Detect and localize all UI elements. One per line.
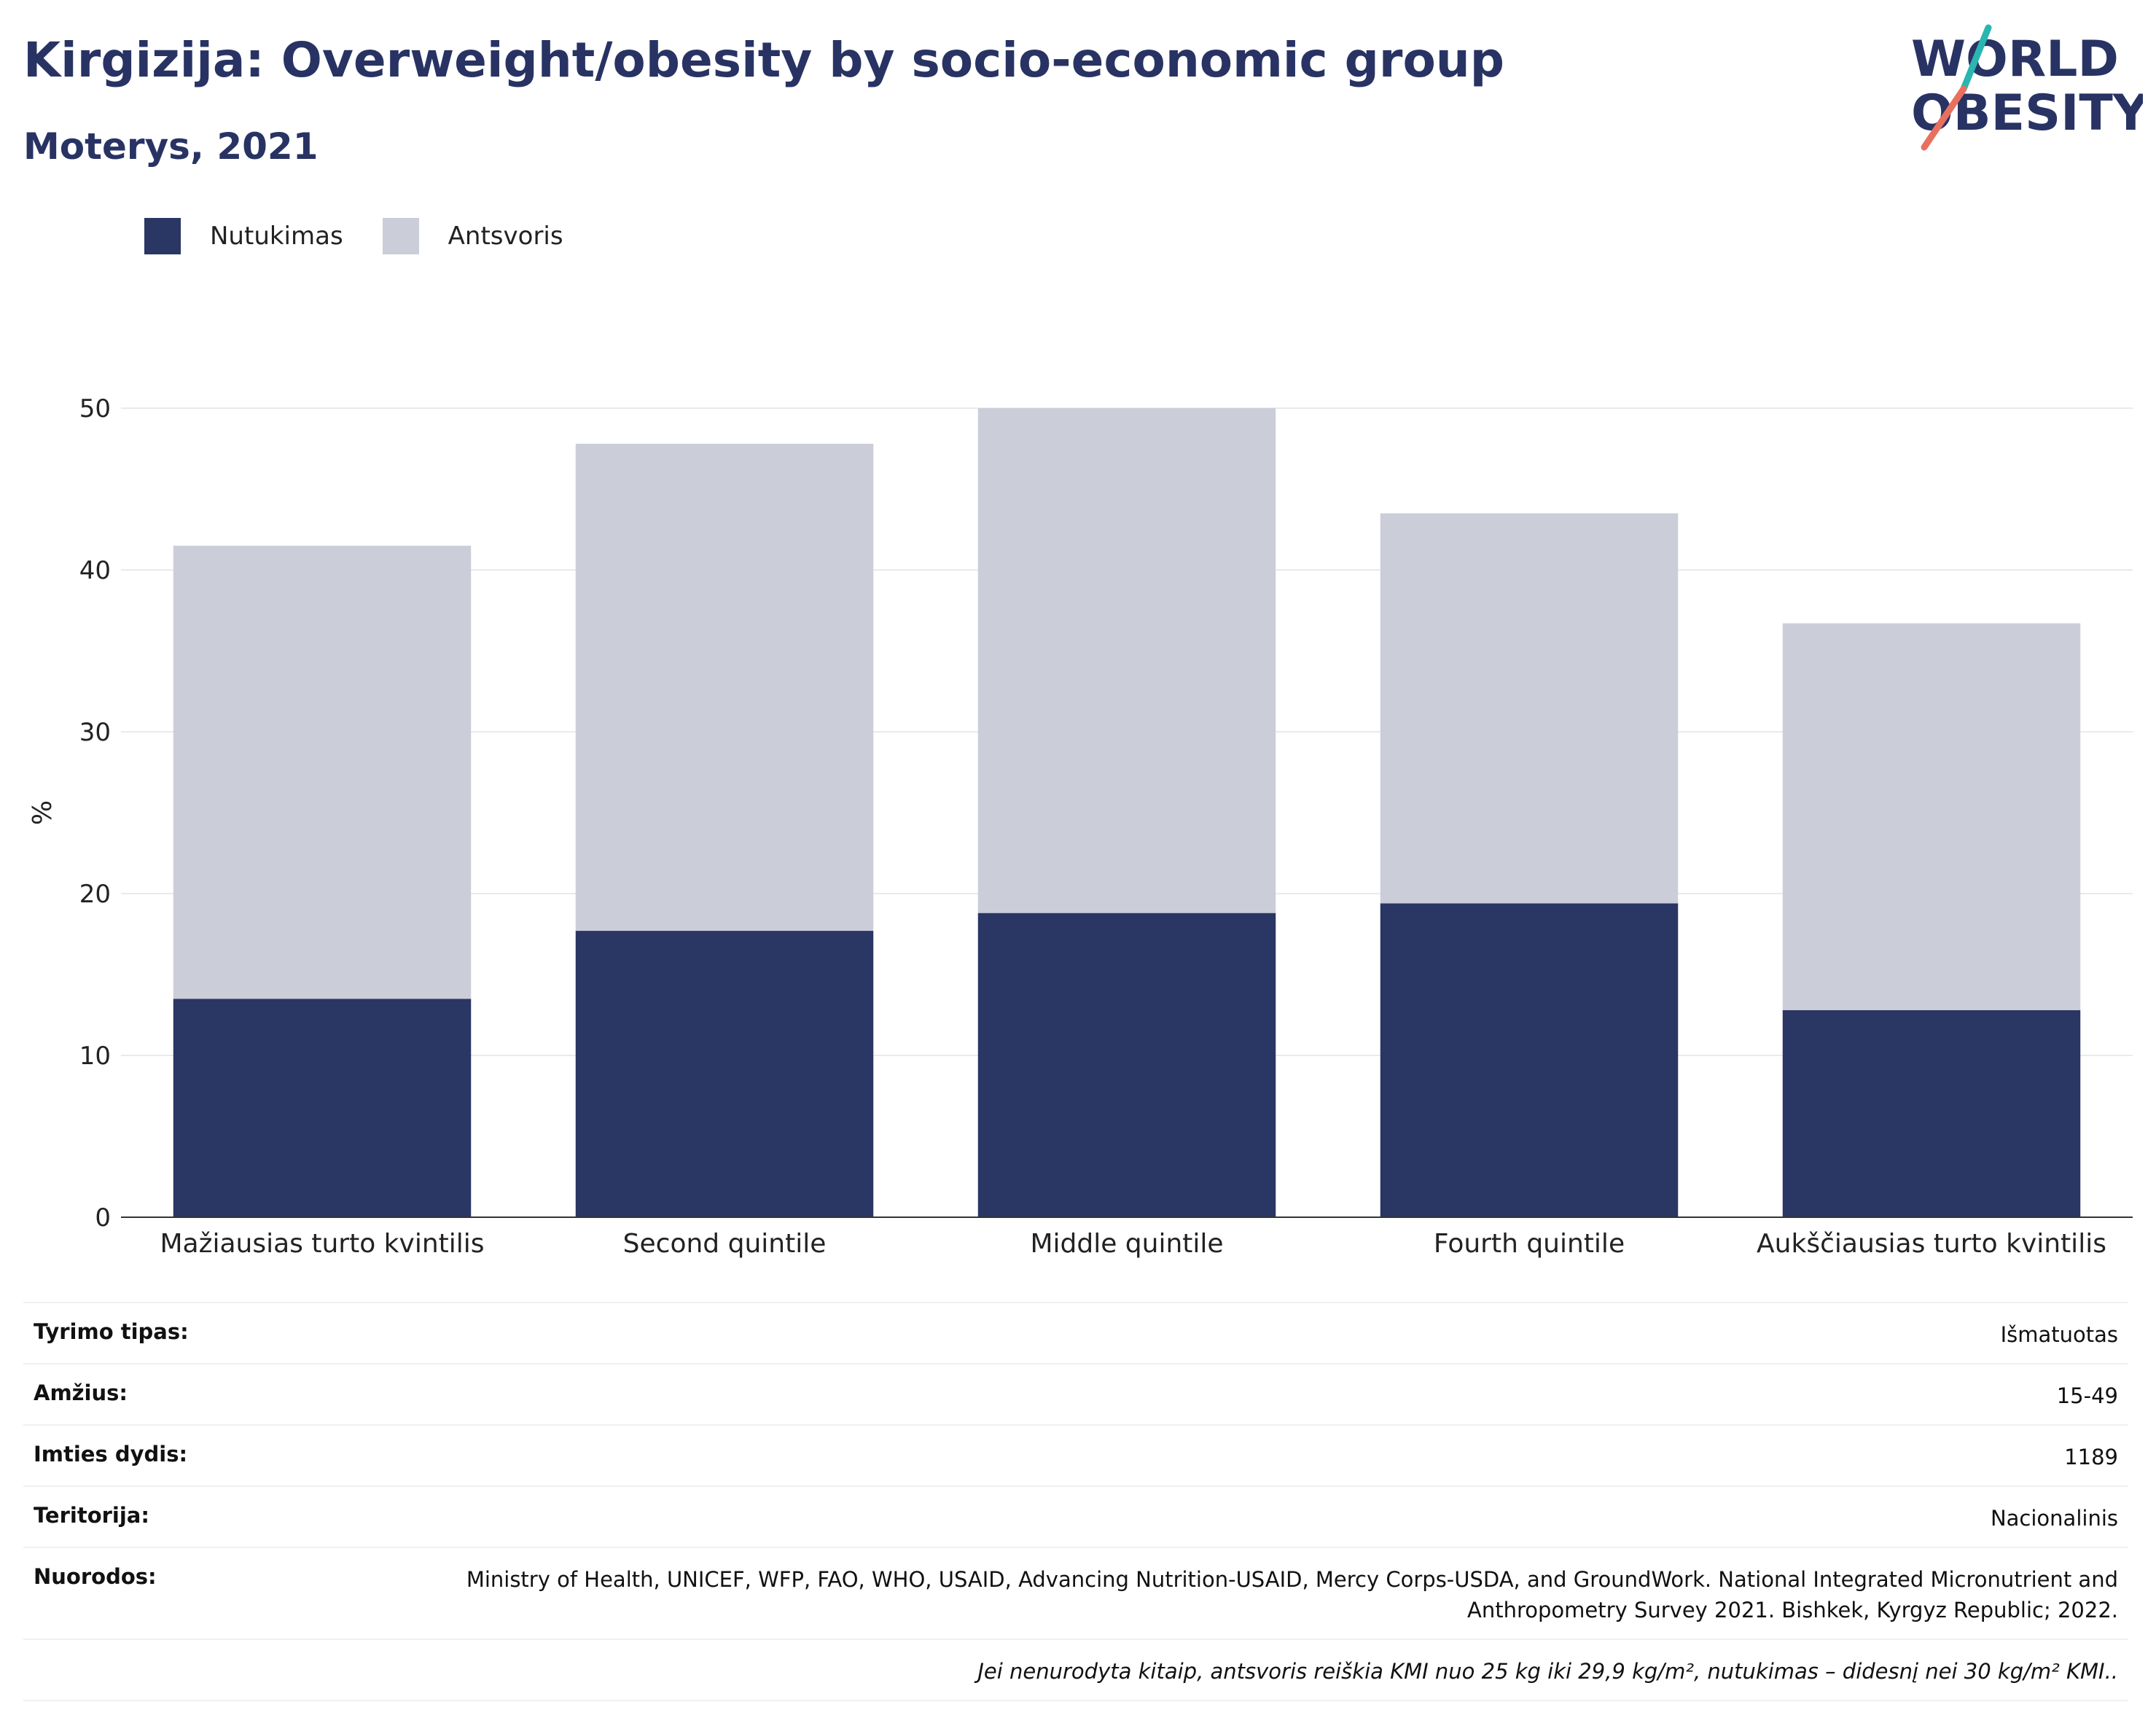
bars [173,408,2081,1217]
y-tick-label: 50 [79,394,111,423]
y-tick-label: 40 [79,556,111,585]
bar-segment-overweight [1782,623,2081,1010]
info-label: Imties dydis: [34,1442,188,1467]
stacked-bar-chart: 0 10 20 30 40 50% Mažiausias turto kvintilis Se… [28,394,2133,1259]
y-tick-label: 20 [79,880,111,909]
info-value: Išmatuotas [2000,1322,2118,1347]
legend-label-obesity: Nutukimas [210,222,343,251]
world-obesity-logo: WORLD OBESITY [1911,24,2143,151]
bar-segment-obesity [575,931,874,1217]
info-label: Tyrimo tipas: [34,1319,189,1344]
chart-legend: Nutukimas Antsvoris [144,216,603,257]
y-tick-label: 0 [95,1203,111,1233]
legend-swatch-obesity [144,218,181,254]
y-axis-label: % [28,800,58,825]
x-tick-label: Second quintile [623,1229,827,1259]
info-value: Nacionalinis [1990,1506,2118,1531]
survey-info-table: Tyrimo tipas: Išmatuotas Amžius: 15-49 I… [23,1302,2128,1701]
info-label: Amžius: [34,1380,128,1405]
bar-segment-obesity [977,913,1276,1217]
legend-item-overweight: Antsvoris [382,218,563,254]
bar-segment-overweight [977,408,1276,913]
info-row-references: Nuorodos: Ministry of Health, UNICEF, WF… [23,1547,2128,1639]
x-tick-label: Aukščiausias turto kvintilis [1757,1229,2106,1259]
y-tick-label: 10 [79,1042,111,1071]
bar-segment-overweight [1380,513,1679,904]
legend-item-obesity: Nutukimas [144,218,343,254]
axes: 0 10 20 30 40 50% Mažiausias turto kvintilis Se… [28,394,2133,1259]
x-tick-label: Mažiausias turto kvintilis [160,1229,484,1259]
bar-segment-overweight [173,545,472,999]
info-row-sample-size: Imties dydis: 1189 [23,1424,2128,1485]
chart-title: Kirgizija: Overweight/obesity by socio-e… [23,32,1505,88]
legend-swatch-overweight [382,218,419,254]
chart-subtitle: Moterys, 2021 [23,125,319,168]
x-tick-label: Middle quintile [1030,1229,1223,1259]
info-value: Ministry of Health, UNICEF, WFP, FAO, WH… [466,1567,2118,1622]
bar-segment-obesity [1782,1009,2081,1217]
bar-segment-obesity [1380,903,1679,1217]
info-label: Nuorodos: [34,1564,157,1589]
info-label: Teritorija: [34,1503,149,1528]
y-tick-label: 30 [79,718,111,747]
info-value: 1189 [2064,1445,2118,1469]
definition-note: Jei nenurodyta kitaip, antsvoris reiškia… [977,1659,2118,1684]
info-row-note: Jei nenurodyta kitaip, antsvoris reiškia… [23,1639,2128,1701]
info-row-survey-type: Tyrimo tipas: Išmatuotas [23,1302,2128,1363]
bar-segment-obesity [173,999,472,1217]
x-tick-label: Fourth quintile [1434,1229,1625,1259]
legend-label-overweight: Antsvoris [448,222,563,251]
logo-line1: WORLD [1911,31,2119,88]
info-row-territory: Teritorija: Nacionalinis [23,1485,2128,1547]
info-row-age: Amžius: 15-49 [23,1363,2128,1424]
info-value: 15-49 [2056,1383,2118,1408]
bar-segment-overweight [575,443,874,932]
